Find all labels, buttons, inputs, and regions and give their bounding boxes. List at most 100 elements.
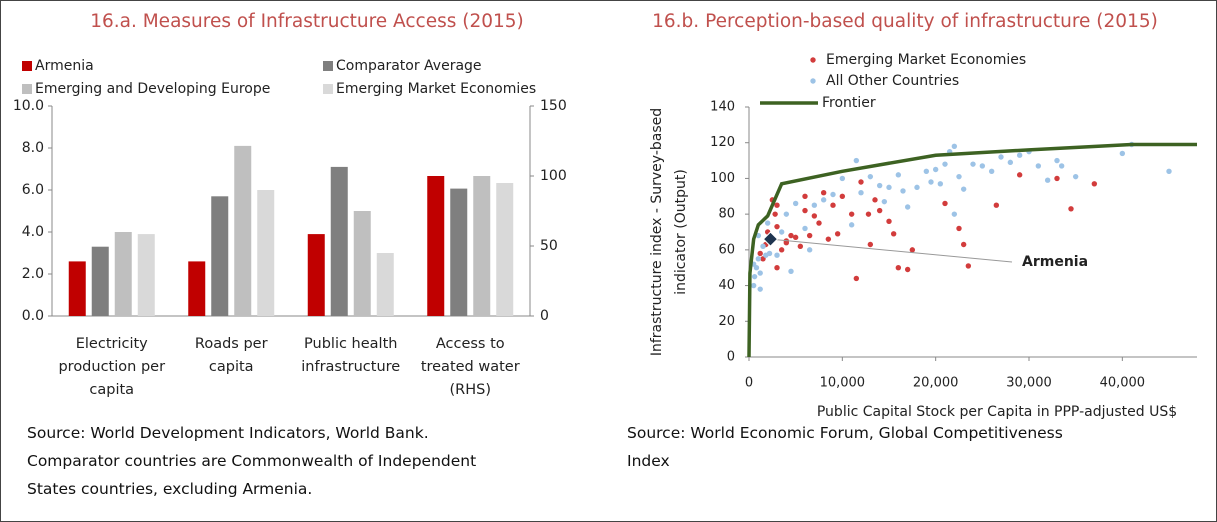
scatter-point	[830, 202, 836, 208]
scatter-point	[811, 213, 818, 219]
y-tick-label: 40	[718, 278, 735, 293]
legend-marker	[810, 57, 816, 63]
y-tick-label: 20	[718, 314, 735, 329]
scatter-point	[1091, 181, 1098, 187]
bar	[188, 261, 206, 316]
scatter-point	[881, 198, 888, 205]
x-tick-label: Electricity production per capita	[58, 336, 166, 398]
scatter-point	[830, 191, 836, 198]
y-tick-label: 80	[718, 207, 735, 222]
legend-label: Emerging and Developing Europe	[35, 81, 270, 97]
scatter-point	[872, 197, 878, 203]
scatter-point	[778, 247, 785, 253]
legend-swatch	[323, 84, 333, 94]
bar	[376, 253, 394, 316]
scatter-point	[751, 273, 758, 280]
x-tick-label: Access to treated water (RHS)	[420, 336, 520, 398]
scatter-point	[1119, 150, 1126, 157]
y-tick-label: 120	[710, 135, 735, 150]
scatter-point	[988, 168, 995, 174]
x-tick-label: 10,000	[820, 376, 866, 391]
bar	[114, 232, 132, 316]
y-tick-label: 2.0	[22, 266, 44, 282]
bar	[91, 246, 109, 316]
scatter-point	[1044, 177, 1051, 183]
scatter-point	[757, 250, 763, 257]
scatter-point	[890, 231, 897, 237]
x-tick-label: 20,000	[913, 376, 959, 391]
bar	[234, 145, 252, 316]
scatter-point	[865, 211, 872, 217]
scatter-point	[760, 243, 766, 249]
scatter-point	[895, 265, 902, 271]
scatter-point	[858, 179, 864, 185]
legend-label: Comparator Average	[336, 58, 482, 74]
scatter-point	[951, 143, 958, 149]
bar	[68, 261, 86, 316]
y2-tick-label: 150	[540, 98, 567, 114]
y-tick-label: 0	[727, 350, 735, 365]
scatter-point	[956, 225, 962, 232]
legend-swatch	[22, 61, 32, 71]
scatter-point	[1072, 173, 1079, 180]
source-note: Source: World Economic Forum, Global Com…	[627, 424, 1063, 442]
scatter-point	[998, 154, 1004, 160]
bar	[307, 234, 325, 316]
scatter-point	[979, 163, 986, 169]
scatter-point	[895, 172, 902, 178]
scatter-point	[848, 222, 855, 228]
scatter-point	[806, 232, 813, 239]
scatter-point	[766, 250, 773, 257]
scatter-point	[1035, 163, 1042, 169]
source-note: Index	[627, 452, 670, 470]
scatter-point	[774, 252, 780, 258]
scatter-point	[960, 186, 967, 192]
scatter-point	[867, 173, 874, 180]
scatter-point	[937, 181, 944, 187]
scatter-point	[923, 168, 930, 174]
scatter-point	[839, 193, 846, 199]
legend-label: Frontier	[822, 95, 876, 111]
scatter-point	[853, 275, 860, 282]
bar	[353, 211, 371, 316]
x-tick-label: Roads per capita	[194, 336, 268, 375]
scatter-point	[820, 190, 827, 196]
scatter-point	[1016, 152, 1023, 158]
legend-swatch	[22, 84, 32, 94]
scatter-point	[820, 197, 827, 203]
scatter-point	[951, 211, 958, 217]
bar	[257, 190, 275, 316]
bar	[450, 188, 468, 316]
scatter-point	[1016, 172, 1023, 178]
scatter-point	[965, 263, 972, 269]
scatter-point	[1166, 168, 1172, 174]
scatter-point	[788, 232, 794, 239]
chart-title: 16.b. Perception-based quality of infras…	[652, 11, 1158, 32]
frontier-line	[747, 142, 1197, 358]
bar	[137, 234, 155, 316]
scatter-point	[797, 243, 804, 249]
scatter-point	[932, 166, 939, 173]
x-tick-label: 40,000	[1100, 376, 1146, 391]
annotation-label: Armenia	[1022, 254, 1088, 270]
y-tick-label: 6.0	[22, 182, 44, 198]
scatter-point	[811, 202, 818, 208]
x-tick-label: 0	[745, 376, 753, 391]
x-axis-label: Public Capital Stock per Capita in PPP-a…	[817, 404, 1177, 420]
scatter-point	[757, 270, 763, 276]
scatter-point	[1007, 159, 1014, 166]
legend-label: Armenia	[35, 58, 94, 74]
scatter-point	[942, 200, 948, 207]
bar	[330, 166, 348, 316]
scatter-point	[876, 182, 883, 189]
scatter-point	[904, 266, 911, 273]
y-axis-label: Infrastructure index - Survey-based	[649, 108, 665, 356]
scatter-point	[834, 231, 841, 237]
scatter-point	[1054, 157, 1060, 164]
legend-label: Emerging Market Economies	[826, 52, 1026, 68]
scatter-point	[802, 225, 808, 232]
scatter-point	[1058, 163, 1065, 169]
scatter-point	[909, 247, 916, 253]
source-note: Comparator countries are Commonwealth of…	[27, 452, 477, 470]
y-tick-label: 4.0	[22, 224, 44, 240]
